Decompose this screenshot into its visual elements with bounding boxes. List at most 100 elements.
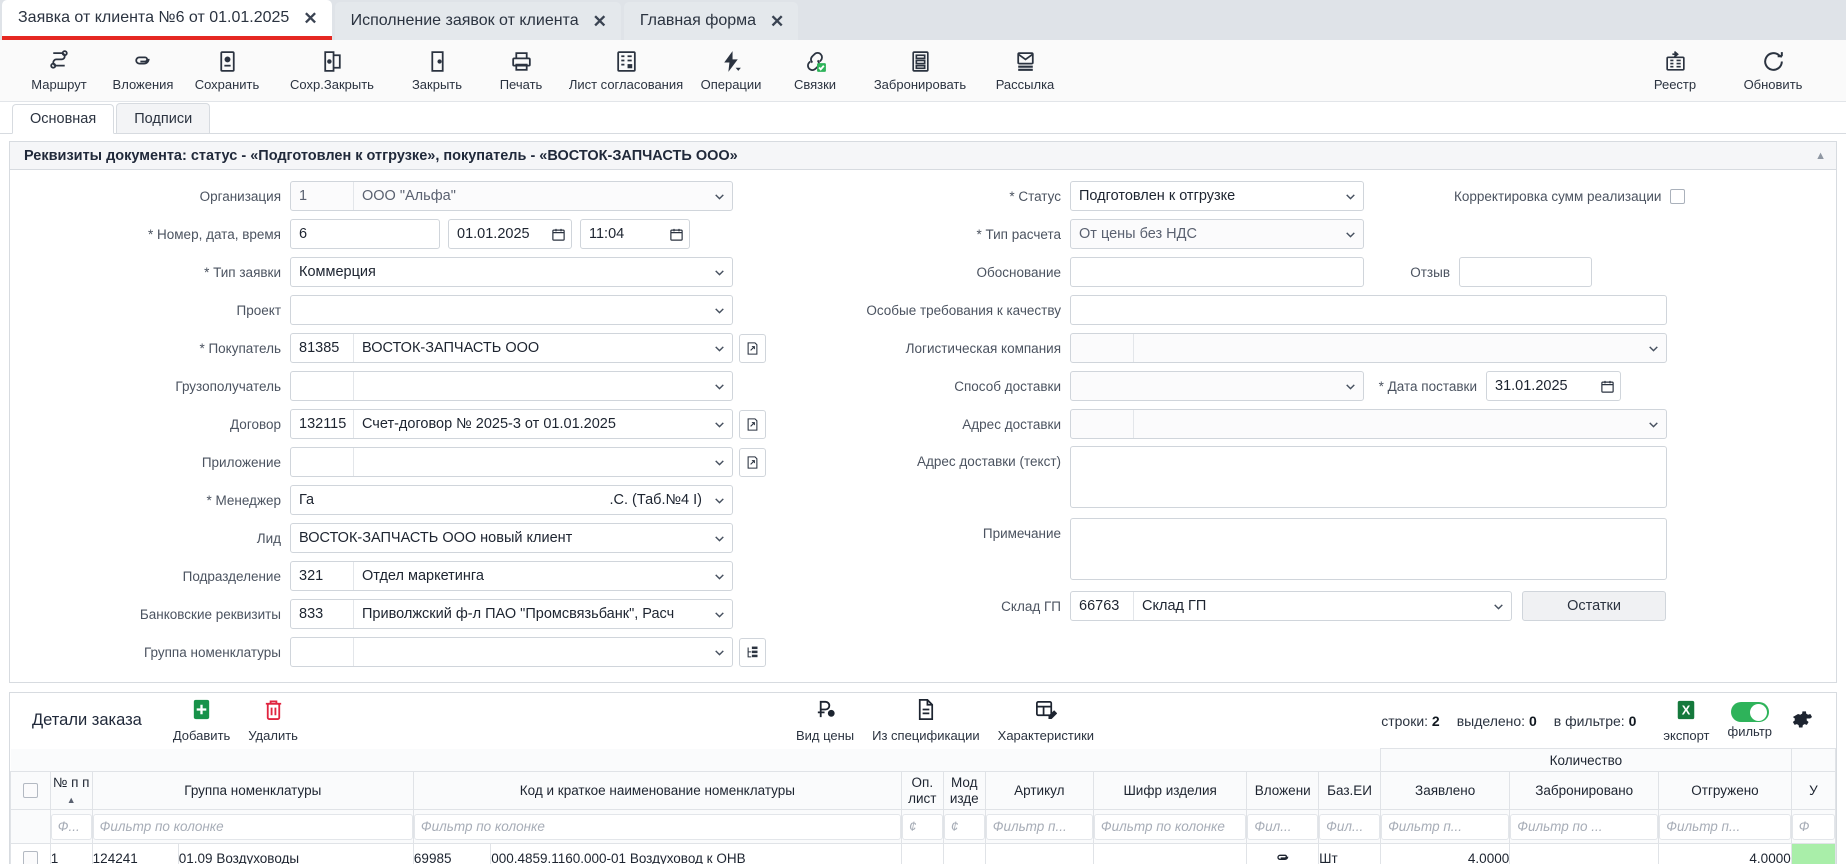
- document-time-input[interactable]: 11:04: [580, 219, 690, 249]
- toolbar-button-operacii[interactable]: Операции: [690, 42, 772, 100]
- nomenclature-group-combo[interactable]: [290, 637, 733, 667]
- grid-button-udalit[interactable]: Удалить: [239, 696, 307, 746]
- chevron-down-icon[interactable]: [706, 524, 732, 552]
- tab-ispolnenie-zayavok[interactable]: Исполнение заявок от клиента ✕: [334, 2, 621, 40]
- filter-toggle-icon[interactable]: [1730, 702, 1769, 722]
- column-header-op-list[interactable]: Оп. лист: [900, 771, 944, 810]
- filter-input-attachment[interactable]: Фил...: [1247, 813, 1319, 840]
- lead-combo[interactable]: ВОСТОК-ЗАПЧАСТЬ ООО новый клиент: [290, 523, 733, 553]
- collapse-panel-icon[interactable]: ▲: [1815, 149, 1826, 162]
- chevron-down-icon[interactable]: [706, 258, 732, 286]
- consignee-combo[interactable]: [290, 371, 733, 401]
- project-combo[interactable]: [290, 295, 733, 325]
- column-header-unit[interactable]: Баз.ЕИ: [1318, 771, 1382, 810]
- manager-combo[interactable]: Га .С. (Таб.№4 I): [290, 485, 733, 515]
- filter-input-code-name[interactable]: Фильтр по колонке: [413, 813, 901, 840]
- chevron-down-icon[interactable]: [706, 372, 732, 400]
- close-icon[interactable]: ✕: [770, 11, 785, 31]
- column-header-last[interactable]: У: [1790, 771, 1837, 810]
- open-appendix-card-button[interactable]: [739, 447, 766, 477]
- nomenclature-tree-button[interactable]: [739, 637, 766, 667]
- chevron-down-icon[interactable]: [706, 600, 732, 628]
- tab-osnovnaya[interactable]: Основная: [12, 104, 115, 134]
- grid-button-vid-ceny[interactable]: Вид цены: [787, 696, 863, 746]
- filter-input-op-list[interactable]: ¢: [901, 813, 943, 840]
- filter-input-shipped[interactable]: Фильтр п...: [1659, 813, 1791, 840]
- open-buyer-card-button[interactable]: [739, 333, 766, 363]
- review-input[interactable]: [1459, 257, 1592, 287]
- buyer-combo[interactable]: 81385 ВОСТОК-ЗАПЧАСТЬ ООО: [290, 333, 733, 363]
- justification-input[interactable]: [1070, 257, 1364, 287]
- chevron-down-icon[interactable]: [1640, 410, 1666, 438]
- column-header-attachment[interactable]: Вложени: [1246, 771, 1320, 810]
- toolbar-button-pechat[interactable]: Печать: [480, 42, 562, 100]
- delivery-date-input[interactable]: 31.01.2025: [1486, 371, 1621, 401]
- chevron-down-icon[interactable]: [1337, 372, 1363, 400]
- filter-input-cipher[interactable]: Фильтр по колонке: [1093, 813, 1247, 840]
- toolbar-button-vlozheniya[interactable]: Вложения: [102, 42, 184, 100]
- document-number-input[interactable]: 6: [290, 219, 440, 249]
- sales-correction-checkbox[interactable]: [1670, 188, 1686, 204]
- column-header-num[interactable]: № п п ▲: [49, 771, 93, 810]
- filter-input-model[interactable]: ¢: [943, 813, 985, 840]
- table-row[interactable]: 1 124241 01.09 Воздуховоды 69985 000.485…: [10, 843, 1837, 864]
- quality-requirements-input[interactable]: [1070, 295, 1667, 325]
- select-all-header[interactable]: [10, 771, 51, 810]
- select-all-checkbox[interactable]: [22, 783, 38, 798]
- toolbar-button-obnovit[interactable]: Обновить: [1732, 42, 1814, 100]
- tab-glavnaya-forma[interactable]: Главная форма ✕: [623, 2, 799, 40]
- column-header-model[interactable]: Мод изде: [942, 771, 986, 810]
- status-combo[interactable]: Подготовлен к отгрузке: [1070, 181, 1364, 211]
- toolbar-button-list-soglasovaniya[interactable]: Лист согласования: [564, 42, 688, 100]
- chevron-down-icon[interactable]: [706, 638, 732, 666]
- row-checkbox[interactable]: [22, 851, 38, 864]
- chevron-down-icon[interactable]: [706, 486, 732, 514]
- tab-podpisi[interactable]: Подписи: [116, 103, 211, 133]
- chevron-down-icon[interactable]: [1337, 182, 1363, 210]
- delivery-address-combo[interactable]: [1070, 409, 1667, 439]
- delivery-address-text-area[interactable]: [1070, 446, 1667, 508]
- filter-input-declared[interactable]: Фильтр п...: [1381, 813, 1510, 840]
- toolbar-button-marshrut[interactable]: Маршрут: [18, 42, 100, 100]
- toolbar-button-reestr[interactable]: Реестр: [1634, 42, 1716, 100]
- row-select-cell[interactable]: [10, 843, 51, 864]
- grid-button-iz-specifikacii[interactable]: Из спецификации: [863, 696, 989, 746]
- logistics-company-combo[interactable]: [1070, 333, 1667, 363]
- document-date-input[interactable]: 01.01.2025: [448, 219, 572, 249]
- close-icon[interactable]: ✕: [592, 11, 607, 31]
- filter-input-last[interactable]: Ф: [1791, 813, 1835, 840]
- contract-combo[interactable]: 132115 Счет-договор № 2025-3 от 01.01.20…: [290, 409, 733, 439]
- delivery-method-combo[interactable]: [1070, 371, 1364, 401]
- chevron-down-icon[interactable]: [706, 562, 732, 590]
- toolbar-button-rassylka[interactable]: Рассылка: [984, 42, 1066, 100]
- grid-settings-button[interactable]: [1781, 696, 1822, 746]
- chevron-down-icon[interactable]: [1485, 592, 1511, 620]
- cell-attachment[interactable]: [1246, 843, 1320, 864]
- tab-zayavka-ot-klienta[interactable]: Заявка от клиента №6 от 01.01.2025 ✕: [2, 0, 332, 40]
- chevron-down-icon[interactable]: [1640, 334, 1666, 362]
- close-icon[interactable]: ✕: [303, 8, 318, 28]
- filter-input-num[interactable]: Ф...: [50, 813, 92, 840]
- filter-input-group[interactable]: Фильтр по колонке: [92, 813, 413, 840]
- toolbar-button-sohranit[interactable]: Сохранить: [186, 42, 268, 100]
- calendar-icon[interactable]: [663, 220, 689, 248]
- column-header-reserved[interactable]: Забронировано: [1509, 771, 1660, 810]
- column-header-declared[interactable]: Заявлено: [1380, 771, 1511, 810]
- column-header-code-name[interactable]: Код и краткое наименование номенклатуры: [412, 771, 902, 810]
- chevron-down-icon[interactable]: [1337, 220, 1363, 248]
- grid-button-filtr[interactable]: фильтр: [1719, 696, 1781, 746]
- organization-combo[interactable]: 1 ООО "Альфа": [290, 181, 733, 211]
- filter-input-unit[interactable]: Фил...: [1319, 813, 1381, 840]
- filter-input-article[interactable]: Фильтр п...: [985, 813, 1093, 840]
- department-combo[interactable]: 321 Отдел маркетинга: [290, 561, 733, 591]
- toolbar-button-zakryt[interactable]: Закрыть: [396, 42, 478, 100]
- column-header-article[interactable]: Артикул: [984, 771, 1094, 810]
- toolbar-button-svyazki[interactable]: Связки: [774, 42, 856, 100]
- grid-button-harakteristiki[interactable]: Характеристики: [989, 696, 1103, 746]
- grid-button-eksport[interactable]: X экспорт: [1654, 696, 1718, 746]
- grid-button-dobavit[interactable]: Добавить: [164, 696, 239, 746]
- filter-input-reserved[interactable]: Фильтр по ...: [1510, 813, 1659, 840]
- chevron-down-icon[interactable]: [706, 448, 732, 476]
- ostatki-button[interactable]: Остатки: [1522, 591, 1666, 621]
- column-header-cipher[interactable]: Шифр изделия: [1092, 771, 1248, 810]
